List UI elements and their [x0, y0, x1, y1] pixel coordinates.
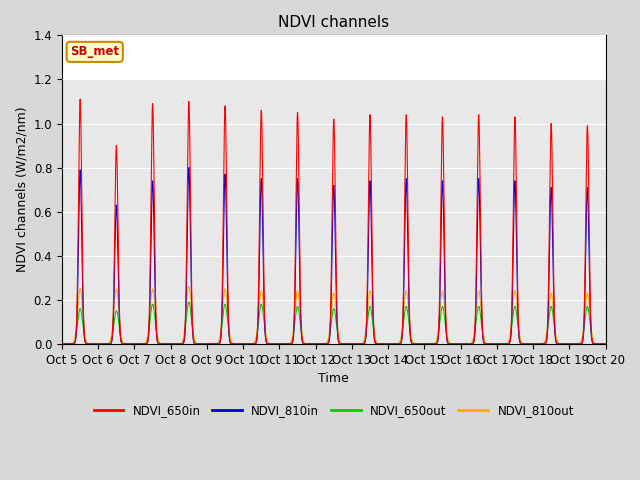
X-axis label: Time: Time [318, 372, 349, 385]
Y-axis label: NDVI channels (W/m2/nm): NDVI channels (W/m2/nm) [15, 107, 28, 273]
Text: SB_met: SB_met [70, 46, 119, 59]
Title: NDVI channels: NDVI channels [278, 15, 389, 30]
Legend: NDVI_650in, NDVI_810in, NDVI_650out, NDVI_810out: NDVI_650in, NDVI_810in, NDVI_650out, NDV… [89, 399, 579, 421]
Bar [62, 36, 605, 79]
